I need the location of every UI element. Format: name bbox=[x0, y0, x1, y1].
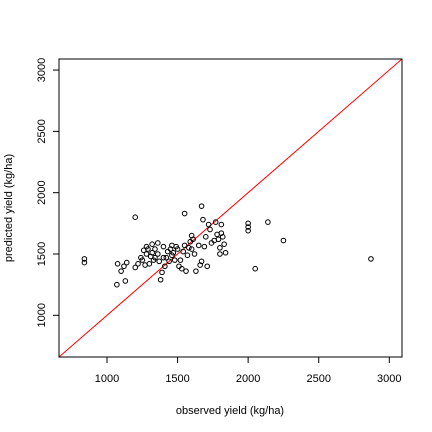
data-point bbox=[122, 278, 129, 284]
data-point bbox=[193, 268, 199, 274]
data-point bbox=[252, 265, 259, 272]
data-point bbox=[219, 234, 226, 240]
data-point bbox=[217, 245, 223, 251]
data-point bbox=[81, 259, 88, 266]
data-point bbox=[152, 254, 158, 261]
identity-reference-line bbox=[59, 59, 402, 357]
data-point bbox=[207, 226, 213, 233]
data-point bbox=[81, 256, 88, 262]
data-point bbox=[139, 257, 146, 263]
data-point bbox=[186, 245, 192, 251]
data-point bbox=[143, 251, 150, 257]
y-tick-label: 2500 bbox=[36, 119, 48, 143]
data-point bbox=[198, 203, 205, 209]
y-axis-label: predicted yield (kg/ha) bbox=[3, 154, 15, 262]
data-point bbox=[160, 243, 167, 250]
y-tick-label: 2000 bbox=[36, 180, 48, 204]
data-point bbox=[217, 251, 223, 257]
x-tick-label: 2000 bbox=[236, 373, 260, 385]
x-ticks: 1000 1500 2000 2500 3000 bbox=[95, 357, 402, 385]
data-point bbox=[200, 216, 206, 223]
data-point bbox=[202, 234, 209, 240]
data-point bbox=[149, 249, 155, 256]
data-point bbox=[201, 243, 208, 250]
data-point bbox=[179, 265, 185, 272]
data-point bbox=[118, 268, 124, 274]
data-point bbox=[162, 263, 168, 270]
data-point bbox=[205, 221, 212, 228]
data-point bbox=[245, 220, 251, 227]
data-point bbox=[188, 246, 195, 252]
data-point bbox=[190, 236, 196, 243]
data-point bbox=[280, 237, 287, 244]
data-point bbox=[195, 242, 202, 249]
data-point bbox=[132, 214, 139, 220]
data-point bbox=[152, 246, 158, 252]
data-point bbox=[121, 263, 127, 270]
data-point bbox=[114, 260, 121, 267]
data-point bbox=[145, 246, 151, 252]
data-point bbox=[170, 249, 177, 256]
x-axis: 1000 1500 2000 2500 3000 bbox=[95, 356, 402, 385]
x-tick-label: 2500 bbox=[306, 373, 330, 385]
plot-frame bbox=[58, 58, 403, 358]
data-point bbox=[265, 219, 271, 225]
data-point bbox=[198, 258, 205, 265]
data-point bbox=[222, 249, 229, 256]
x-tick-label: 3000 bbox=[377, 373, 401, 385]
y-tick-label: 1500 bbox=[36, 242, 48, 266]
data-point bbox=[163, 254, 170, 261]
y-axis: 1000 1500 2000 2500 3000 bbox=[36, 58, 60, 328]
data-point bbox=[166, 258, 172, 265]
data-point bbox=[155, 240, 161, 246]
data-point bbox=[157, 276, 164, 283]
data-point bbox=[183, 268, 189, 274]
data-point bbox=[191, 251, 198, 257]
data-point bbox=[146, 260, 153, 267]
data-point bbox=[123, 259, 130, 266]
data-point bbox=[171, 257, 178, 263]
data-point bbox=[132, 264, 139, 271]
data-point bbox=[212, 219, 219, 225]
x-tick-label: 1000 bbox=[95, 373, 119, 385]
x-axis-label: observed yield (kg/ha) bbox=[176, 405, 284, 417]
x-tick-label: 1500 bbox=[165, 373, 189, 385]
data-point bbox=[245, 224, 251, 230]
data-point bbox=[181, 242, 188, 249]
data-point bbox=[215, 236, 222, 243]
data-point bbox=[221, 241, 227, 247]
data-point bbox=[368, 256, 374, 262]
data-point bbox=[155, 251, 161, 257]
y-ticks: 1000 1500 2000 2500 3000 bbox=[36, 58, 59, 328]
data-point bbox=[218, 221, 225, 228]
data-point bbox=[181, 210, 188, 217]
data-point bbox=[160, 254, 167, 261]
data-point bbox=[156, 258, 163, 265]
y-tick-label: 1000 bbox=[36, 303, 48, 327]
y-tick-label: 3000 bbox=[36, 58, 48, 82]
data-point bbox=[204, 263, 211, 270]
data-point bbox=[114, 281, 120, 288]
data-point bbox=[184, 252, 191, 259]
data-point bbox=[245, 227, 251, 234]
data-point bbox=[149, 241, 155, 247]
data-point bbox=[135, 260, 141, 267]
data-points bbox=[81, 203, 374, 288]
data-point bbox=[177, 257, 184, 263]
data-point bbox=[180, 248, 187, 255]
data-point bbox=[174, 246, 181, 252]
data-point bbox=[159, 269, 165, 276]
